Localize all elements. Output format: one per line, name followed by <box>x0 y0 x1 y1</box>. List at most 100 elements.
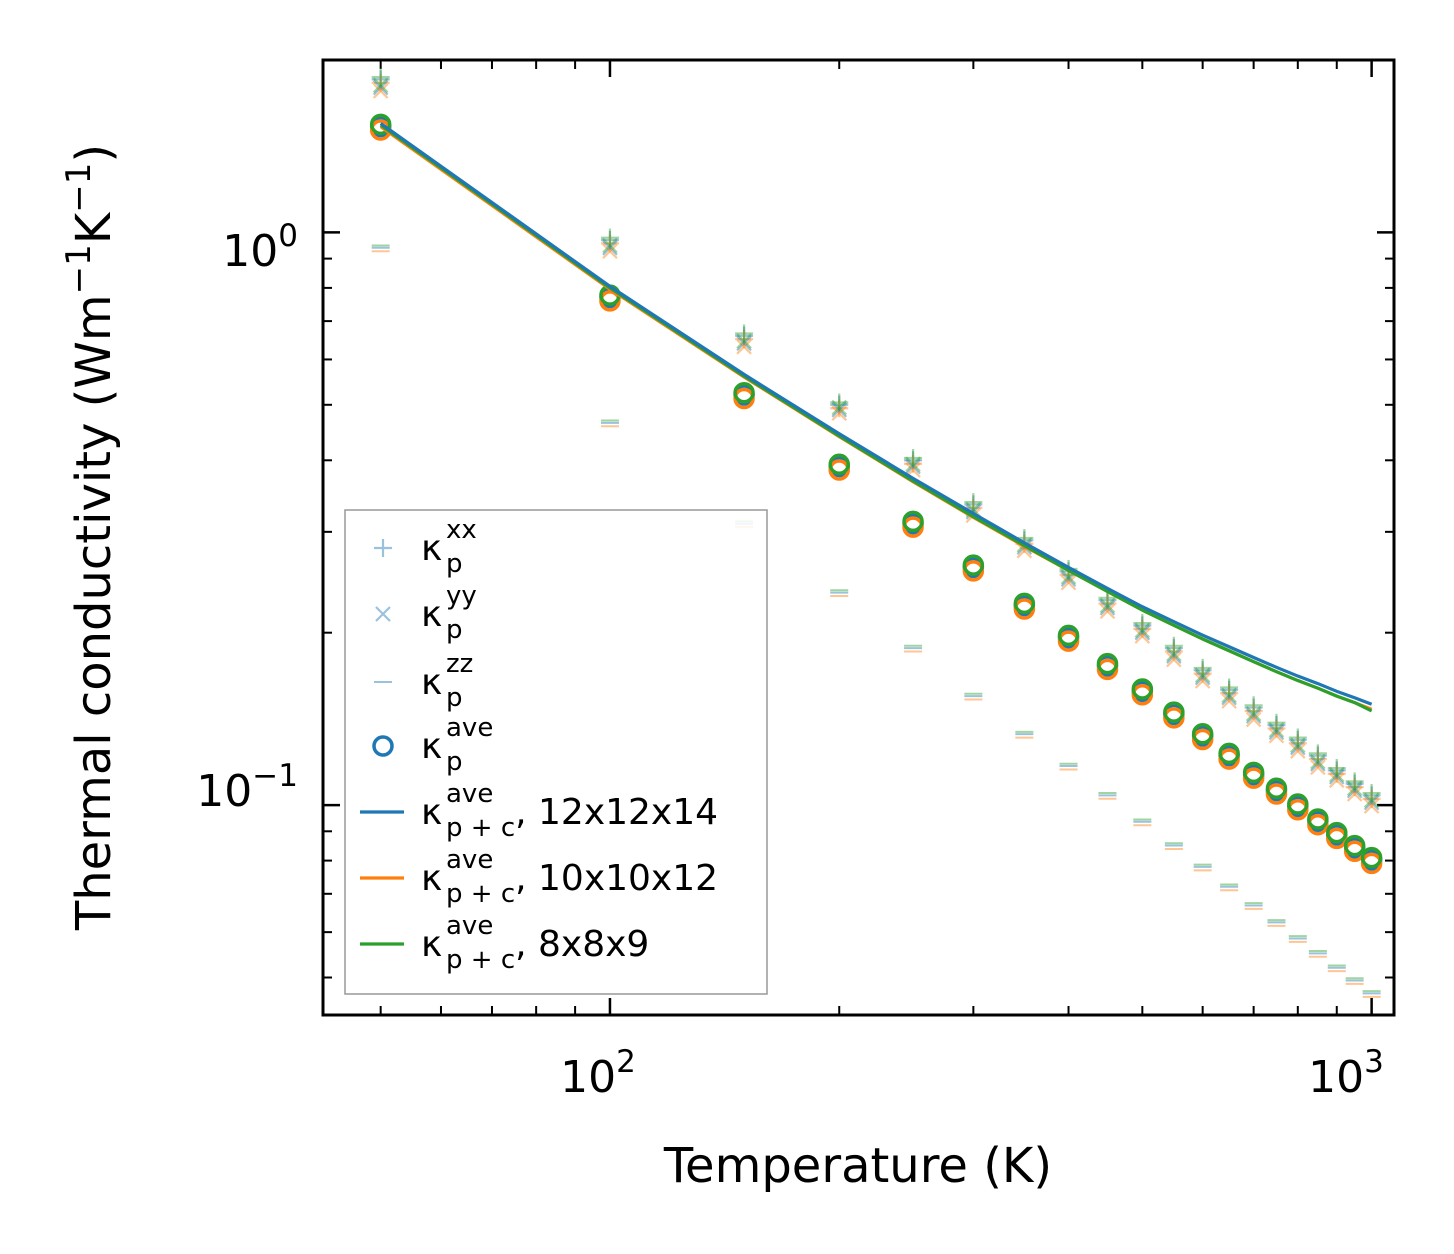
point-kxx-450 <box>1098 594 1117 613</box>
point-kxx-50 <box>371 68 390 87</box>
point-kave-150 <box>733 381 755 404</box>
point-kxx-750 <box>1267 715 1286 734</box>
point-kyy-900 <box>1328 769 1345 785</box>
point-kyy-200 <box>831 405 848 422</box>
series-kave <box>369 113 1383 875</box>
point-kyy-750 <box>1268 722 1285 738</box>
point-kyy-250 <box>905 456 921 473</box>
point-kxx-650 <box>1220 680 1239 699</box>
point-kxx-250 <box>904 454 923 473</box>
legend-entry-kyy: κ yy p <box>375 581 477 645</box>
legend-entry-kzz: κ zz p <box>374 649 473 713</box>
point-kave-350 <box>1013 592 1036 615</box>
point-kyy-1000 <box>1363 792 1380 809</box>
point-kxx-550 <box>1164 642 1183 661</box>
point-kxx-300 <box>964 495 983 514</box>
point-kave-200 <box>828 453 850 476</box>
point-kyy-850 <box>1310 756 1326 772</box>
legend-marker <box>372 735 394 757</box>
point-kxx-650 <box>1220 684 1239 703</box>
point-kyy-600 <box>1194 667 1211 684</box>
major-ticks <box>323 60 1394 1015</box>
point-kave-650 <box>1218 742 1240 765</box>
point-kxx-750 <box>1267 719 1286 738</box>
point-kyy-600 <box>1194 669 1211 686</box>
point-kyy-600 <box>1194 673 1211 689</box>
point-kxx-700 <box>1244 698 1263 717</box>
point-kave-700 <box>1242 761 1265 784</box>
point-kxx-200 <box>830 395 849 414</box>
point-kxx-600 <box>1193 661 1212 680</box>
point-kxx-1000 <box>1362 784 1381 803</box>
point-kxx-100 <box>600 230 619 249</box>
point-kyy-450 <box>1099 603 1116 620</box>
legend-box <box>344 509 768 995</box>
tick-labels: 102 103 10−1 100 <box>196 218 1384 1103</box>
x-tick-label-1000: 103 <box>1308 1044 1384 1103</box>
point-kxx-150 <box>735 330 754 349</box>
point-kxx-450 <box>1098 591 1117 610</box>
point-kyy-950 <box>1346 780 1363 797</box>
series-kyy <box>372 77 1380 814</box>
legend-label-kpc8: κ ave p + c, 8x8x9 <box>421 911 649 975</box>
x-axis-label: Temperature (K) <box>663 1138 1052 1194</box>
point-kyy-650 <box>1221 693 1237 709</box>
point-kyy-900 <box>1328 772 1345 789</box>
point-kyy-100 <box>602 237 618 254</box>
point-kave-1000 <box>1360 846 1383 869</box>
point-kxx-150 <box>735 324 754 343</box>
point-kxx-700 <box>1244 696 1263 715</box>
point-kyy-400 <box>1060 574 1077 591</box>
legend-marker <box>375 606 391 622</box>
line-kpc12 <box>379 122 1373 706</box>
point-kyy-800 <box>1290 739 1306 756</box>
point-kyy-1000 <box>1363 794 1380 811</box>
point-kyy-500 <box>1134 628 1151 644</box>
point-kyy-700 <box>1245 708 1262 724</box>
point-kyy-50 <box>372 83 389 99</box>
point-kxx-800 <box>1288 728 1307 747</box>
point-kxx-950 <box>1345 778 1364 797</box>
point-kyy-800 <box>1290 743 1306 759</box>
legend-entry-kpc10: κ ave p + c, 10x10x12 <box>360 845 718 909</box>
point-kyy-100 <box>602 243 618 260</box>
point-kyy-700 <box>1245 706 1262 722</box>
point-kyy-700 <box>1245 711 1262 728</box>
point-kyy-850 <box>1310 753 1326 770</box>
point-kyy-550 <box>1166 646 1182 662</box>
point-kyy-950 <box>1346 782 1363 799</box>
point-kxx-600 <box>1193 658 1212 677</box>
point-kave-900 <box>1326 821 1348 844</box>
point-kave-50 <box>369 113 392 136</box>
point-kxx-900 <box>1327 764 1346 783</box>
point-kxx-50 <box>371 70 390 89</box>
point-kyy-200 <box>831 399 848 416</box>
point-kyy-950 <box>1346 786 1363 802</box>
legend-entry-kxx: κ xx p <box>374 515 477 579</box>
point-kyy-750 <box>1268 727 1285 744</box>
point-kave-850 <box>1307 808 1329 830</box>
legend-marker <box>374 539 392 557</box>
line-kpc8 <box>379 123 1373 713</box>
point-kyy-650 <box>1221 689 1237 706</box>
y-tick-label-1: 100 <box>222 218 298 277</box>
point-kyy-50 <box>372 79 389 96</box>
point-kxx-100 <box>600 228 619 247</box>
legend-entry-kpc8: κ ave p + c, 8x8x9 <box>360 911 649 975</box>
y-tick-label-0.1: 10−1 <box>196 758 298 817</box>
point-kxx-750 <box>1267 713 1286 732</box>
plot-frame <box>321 58 1396 1017</box>
point-kxx-1000 <box>1362 789 1381 808</box>
point-kyy-550 <box>1166 651 1182 668</box>
point-kxx-100 <box>600 234 619 253</box>
legend-label-kzz: κ zz p <box>421 649 473 713</box>
point-kave-800 <box>1287 793 1309 815</box>
point-kyy-250 <box>905 458 921 475</box>
legend-label-kave: κ ave p <box>421 713 493 777</box>
point-kyy-1000 <box>1363 798 1380 814</box>
legend-entry-kpc12: κ ave p + c, 12x12x14 <box>360 779 718 843</box>
point-kxx-800 <box>1288 734 1307 753</box>
point-kyy-550 <box>1166 648 1182 664</box>
